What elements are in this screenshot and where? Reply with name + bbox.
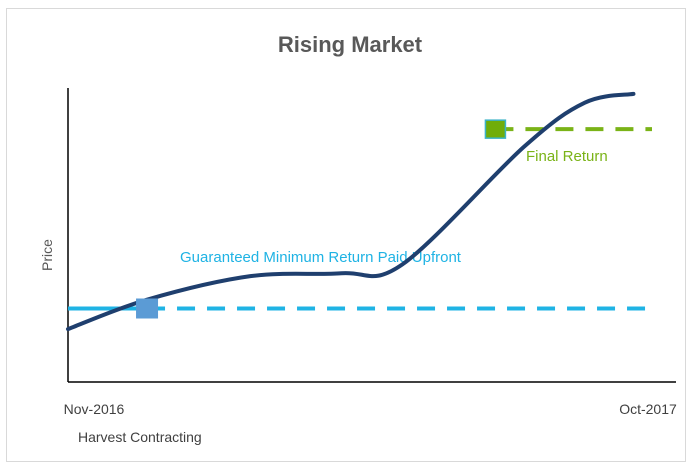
final-return-label: Final Return <box>526 148 608 165</box>
x-tick-end: Oct-2017 <box>619 401 677 417</box>
plot-area <box>66 91 652 332</box>
x-tick-start: Nov-2016 <box>64 401 125 417</box>
y-axis-label: Price <box>39 239 55 271</box>
chart-title: Rising Market <box>278 32 423 57</box>
chart-frame <box>6 8 686 462</box>
guaranteed-marker <box>136 298 159 319</box>
guaranteed-label: Guaranteed Minimum Return Paid Upfront <box>180 249 462 266</box>
final-return-marker <box>484 119 507 139</box>
footer-label: Harvest Contracting <box>78 429 202 445</box>
price-curve <box>66 91 636 332</box>
